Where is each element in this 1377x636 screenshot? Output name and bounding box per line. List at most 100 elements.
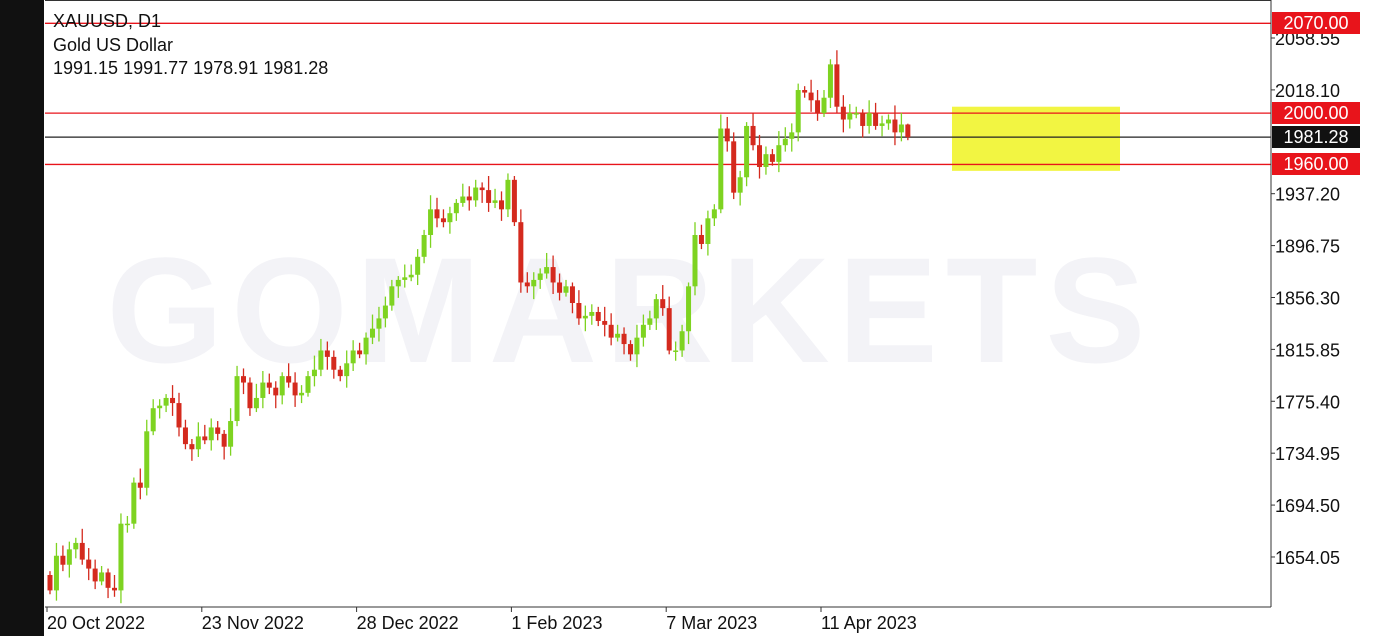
symbol-title: XAUUSD, D1: [53, 11, 162, 31]
level-tag-1960: 1960.00: [1272, 153, 1360, 175]
candle-bear: [273, 387, 279, 396]
candle-bull: [879, 123, 885, 126]
candle-bear: [202, 436, 208, 441]
candle-bull: [744, 125, 750, 178]
candle-bear: [557, 282, 563, 293]
candle-bear: [815, 100, 821, 114]
candle-bear: [608, 324, 614, 338]
candle-bear: [905, 124, 911, 138]
candle-bear: [518, 222, 524, 283]
candle-bull: [505, 179, 511, 210]
candle-bear: [112, 587, 117, 591]
candle-bear: [241, 376, 246, 383]
highlight-zone: [952, 106, 1120, 171]
candle-bull: [363, 337, 369, 355]
candle-bull: [453, 202, 459, 214]
candle-bull: [821, 97, 827, 114]
y-tick-label: 1896.75: [1275, 237, 1340, 257]
candle-bull: [260, 382, 266, 398]
candle-bull: [898, 124, 904, 133]
candle-bull: [653, 299, 659, 319]
candle-bear: [247, 382, 253, 409]
candle-bear: [621, 333, 627, 345]
candle-bull: [305, 376, 311, 393]
x-tick-label: 28 Dec 2022: [357, 613, 459, 633]
candle-bull: [253, 397, 259, 409]
candle-bull: [763, 154, 769, 168]
candle-bull: [370, 328, 375, 338]
ohlc-readout: 1991.15 1991.77 1978.91 1981.28: [53, 58, 329, 78]
candle-bull: [311, 369, 317, 377]
y-tick-label: 1856.30: [1275, 288, 1340, 308]
candle-bear: [170, 397, 176, 404]
candle-bear: [731, 141, 737, 193]
candle-bear: [324, 350, 330, 357]
candle-bull: [718, 128, 724, 210]
candle-bull: [73, 542, 79, 550]
candle-bear: [550, 267, 556, 283]
candle-bull: [647, 318, 653, 325]
candle-bear: [434, 209, 440, 219]
candle-bull: [679, 331, 685, 351]
candle-bear: [802, 90, 808, 93]
candle-bull: [228, 421, 234, 447]
candle-bull: [144, 431, 150, 488]
candle-bull: [492, 200, 498, 203]
candle-bear: [286, 376, 292, 383]
candle-bull: [544, 267, 550, 274]
candle-bull: [866, 113, 872, 126]
candle-bull: [299, 392, 305, 396]
candle-bull: [531, 279, 537, 287]
candle-bull: [737, 177, 743, 193]
candle-bull: [195, 436, 201, 450]
candle-bull: [473, 187, 479, 201]
candle-bear: [176, 403, 182, 428]
candle-bull: [157, 405, 163, 409]
candle-bull: [99, 572, 105, 582]
level-tag-2070: 2070.00: [1272, 12, 1360, 34]
candle-bull: [53, 555, 59, 591]
candle-bull: [827, 64, 833, 98]
candle-bull: [66, 549, 72, 565]
candle-bear: [524, 282, 530, 287]
x-tick-label: 23 Nov 2022: [202, 613, 304, 633]
candle-bear: [666, 308, 672, 351]
candle-bear: [595, 311, 601, 321]
y-tick-label: 1694.50: [1275, 496, 1340, 516]
candle-bear: [750, 125, 756, 146]
candle-bear: [486, 190, 492, 203]
x-tick-label: 1 Feb 2023: [511, 613, 602, 633]
watermark-text: GOMARKETS: [107, 226, 1154, 394]
candle-bull: [344, 363, 350, 377]
candle-bear: [182, 427, 188, 445]
candle-bull: [582, 315, 588, 319]
candle-bull: [415, 256, 421, 275]
candle-bull: [131, 482, 137, 524]
candle-bull: [537, 273, 543, 280]
candle-bull: [389, 286, 395, 306]
candle-bear: [105, 572, 111, 588]
candle-bear: [808, 92, 814, 101]
candle-bear: [576, 303, 582, 319]
candle-bull: [673, 350, 679, 352]
candle-bear: [466, 196, 472, 201]
current-price-tag: 1981.28: [1272, 126, 1360, 148]
candle-bear: [215, 427, 221, 434]
candle-bull: [408, 274, 414, 278]
candle-bull: [460, 196, 466, 203]
candle-bear: [873, 113, 879, 126]
candle-bull: [847, 113, 853, 120]
candle-bear: [724, 128, 730, 142]
candle-bull: [886, 119, 891, 124]
candle-bull: [640, 324, 646, 338]
candle-bear: [499, 200, 504, 210]
left-toolbar-strip: [0, 0, 44, 636]
candle-bear: [602, 320, 608, 325]
candle-bull: [279, 376, 285, 396]
candle-bull: [150, 408, 156, 432]
candle-bear: [79, 542, 85, 560]
candle-bull: [615, 333, 621, 338]
candle-bull: [208, 427, 214, 441]
candle-bull: [705, 218, 711, 244]
